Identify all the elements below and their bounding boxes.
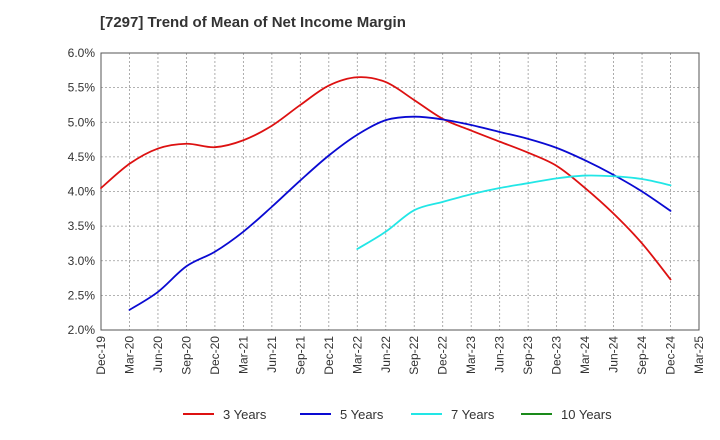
x-tick-label: Mar-24 <box>578 336 592 374</box>
x-tick-label: Jun-22 <box>379 336 393 373</box>
x-tick-label: Dec-21 <box>322 336 336 375</box>
x-tick-label: Mar-22 <box>350 336 364 374</box>
x-tick-label: Sep-22 <box>407 336 421 375</box>
x-tick-label: Dec-20 <box>208 336 222 375</box>
y-tick-label: 4.0% <box>68 185 96 199</box>
chart-title: [7297] Trend of Mean of Net Income Margi… <box>100 14 406 31</box>
y-tick-label: 3.5% <box>68 219 96 233</box>
x-tick-label: Mar-25 <box>692 336 706 374</box>
y-tick-label: 6.0% <box>68 46 96 60</box>
legend-label: 7 Years <box>451 407 495 422</box>
x-tick-label: Mar-21 <box>236 336 250 374</box>
x-tick-label: Sep-24 <box>635 336 649 375</box>
x-tick-label: Jun-24 <box>607 336 621 373</box>
y-tick-label: 2.5% <box>68 288 96 302</box>
plot-frame <box>100 52 700 331</box>
legend-label: 10 Years <box>561 407 612 422</box>
legend-label: 5 Years <box>340 407 384 422</box>
y-tick-label: 5.5% <box>68 81 96 95</box>
series-line-7-years <box>356 174 672 250</box>
series-lines <box>100 76 672 311</box>
series-line-5-years <box>128 115 672 311</box>
legend-label: 3 Years <box>223 407 267 422</box>
x-tick-label: Mar-23 <box>464 336 478 374</box>
x-tick-label: Sep-20 <box>179 336 193 375</box>
x-tick-label: Sep-23 <box>521 336 535 375</box>
x-tick-label: Dec-24 <box>664 336 678 375</box>
x-axis-tick-labels: Dec-19 Mar-20 Jun-20 Sep-20 Dec-20 Mar-21 Jun-… <box>94 336 706 375</box>
x-tick-label: Jun-23 <box>493 336 507 373</box>
x-tick-label: Dec-23 <box>550 336 564 375</box>
plot-area <box>101 53 699 330</box>
x-tick-label: Jun-20 <box>151 336 165 373</box>
x-tick-label: Sep-21 <box>293 336 307 375</box>
y-tick-label: 5.0% <box>68 115 96 129</box>
y-tick-label: 3.0% <box>68 254 96 268</box>
series-line-3-years <box>100 76 672 281</box>
legend: 3 Years 5 Years 7 Years 10 Years <box>183 407 612 422</box>
y-tick-label: 2.0% <box>68 323 96 337</box>
x-tick-label: Mar-20 <box>122 336 136 374</box>
x-tick-label: Jun-21 <box>265 336 279 373</box>
x-tick-label: Dec-19 <box>94 336 108 375</box>
y-tick-label: 4.5% <box>68 150 96 164</box>
y-axis-tick-labels: 2.0% 2.5% 3.0% 3.5% 4.0% 4.5% 5.0% 5.5% 6.0% <box>68 46 96 337</box>
x-tick-label: Dec-22 <box>436 336 450 375</box>
